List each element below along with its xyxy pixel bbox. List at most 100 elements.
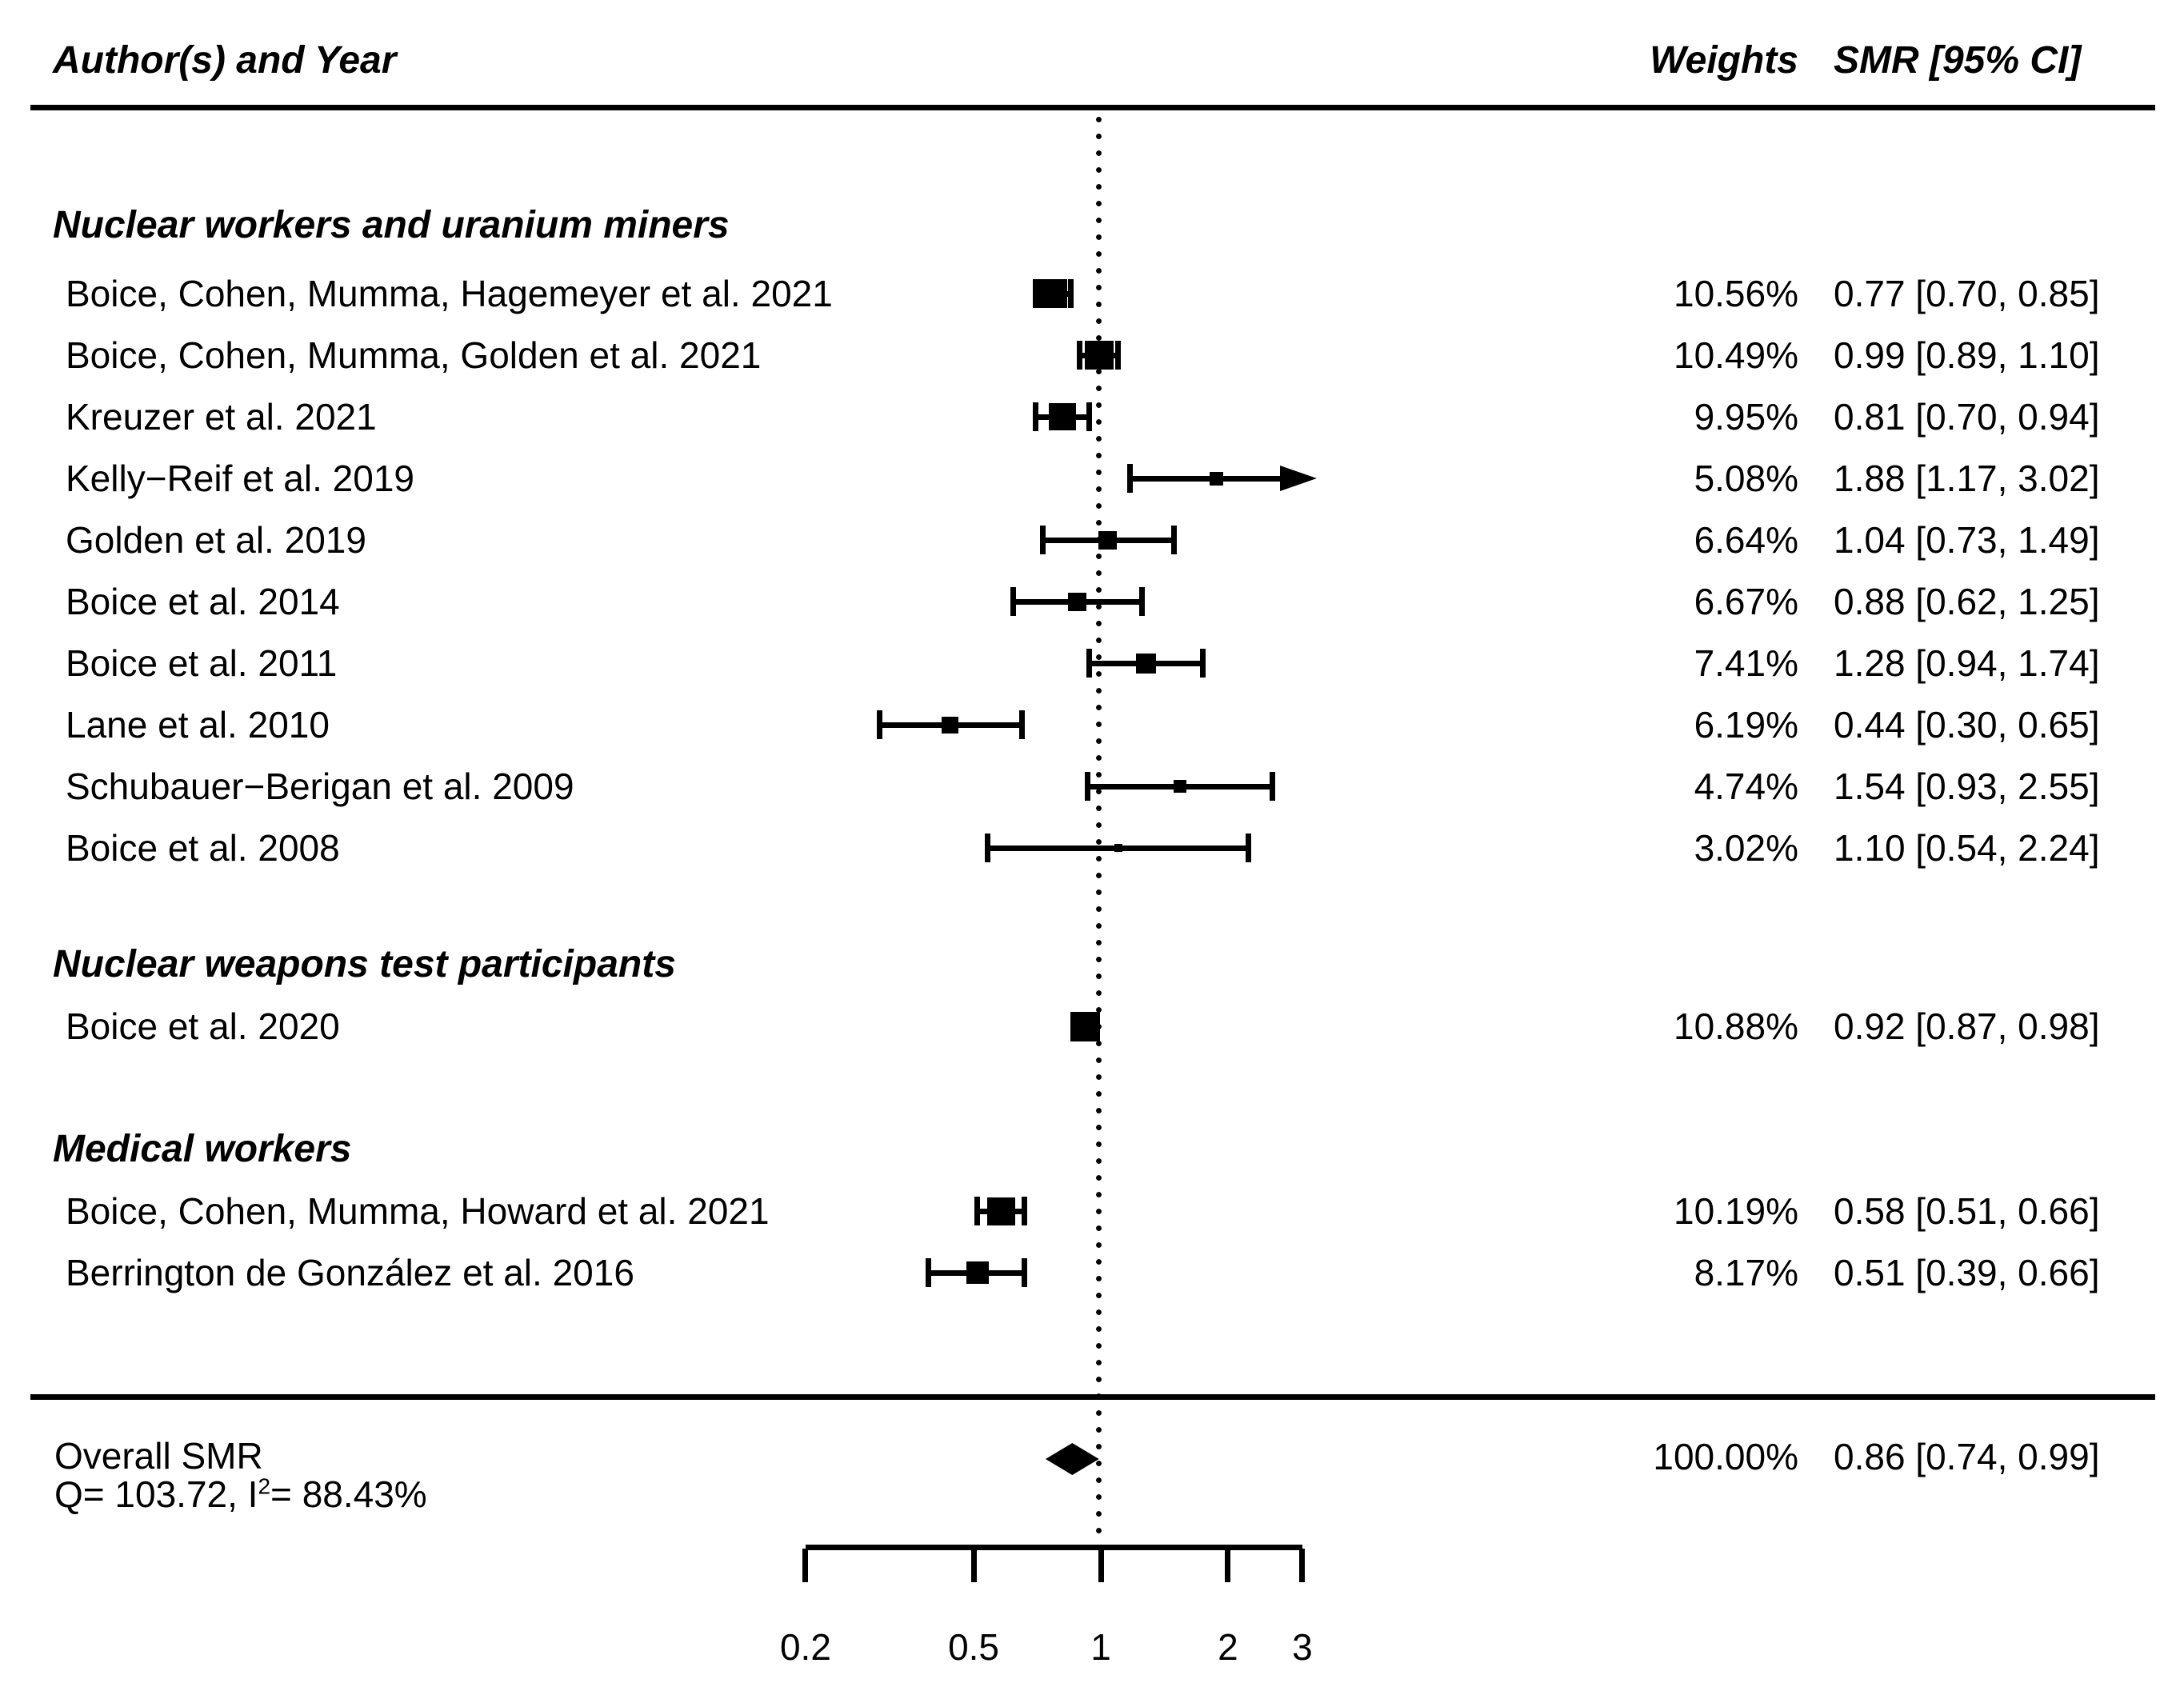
study-label: Boice, Cohen, Mumma, Hagemeyer et al. 20… — [66, 273, 833, 314]
point-estimate-square — [1114, 844, 1122, 852]
ci-cap-left — [1032, 402, 1038, 431]
x-axis-tick-label: 2 — [1218, 1626, 1238, 1668]
study-weight-value: 10.49% — [1673, 334, 1798, 376]
ci-cap-right — [1086, 402, 1093, 431]
ci-cap-right — [1170, 526, 1177, 554]
study-smr-ci-value: 1.28 [0.94, 1.74] — [1834, 642, 2100, 684]
x-axis-tick — [970, 1549, 977, 1582]
study-label: Kelly−Reif et al. 2019 — [66, 458, 414, 499]
x-axis-tick-label: 0.2 — [779, 1626, 831, 1668]
group-heading: Nuclear workers and uranium miners — [53, 204, 730, 246]
author-year-column-header: Author(s) and Year — [53, 39, 397, 82]
i-squared-superscript: 2 — [258, 1473, 271, 1499]
point-estimate-square — [1070, 1011, 1101, 1041]
group-heading: Medical workers — [53, 1128, 352, 1170]
study-label: Boice et al. 2011 — [66, 642, 338, 684]
x-axis-line — [805, 1545, 1302, 1550]
ci-cap-right — [1246, 834, 1252, 862]
weights-column-header: Weights — [1650, 39, 1798, 82]
ci-cap-right — [1022, 1197, 1028, 1225]
point-estimate-square — [1174, 780, 1186, 793]
study-label: Boice, Cohen, Mumma, Howard et al. 2021 — [66, 1190, 770, 1232]
study-weight-value: 8.17% — [1694, 1252, 1798, 1293]
study-label: Golden et al. 2019 — [66, 519, 366, 561]
study-smr-ci-value: 0.77 [0.70, 0.85] — [1834, 273, 2100, 314]
x-axis-tick — [1098, 1549, 1104, 1582]
study-label: Boice et al. 2020 — [66, 1005, 340, 1047]
ci-cap-right — [1138, 587, 1145, 616]
x-axis-tick — [1299, 1549, 1306, 1582]
point-estimate-square — [1210, 471, 1224, 486]
study-smr-ci-value: 0.92 [0.87, 0.98] — [1834, 1005, 2100, 1047]
ci-cap-right — [1115, 341, 1122, 370]
study-smr-ci-value: 0.44 [0.30, 0.65] — [1834, 704, 2100, 746]
study-label: Boice et al. 2008 — [66, 827, 340, 869]
reference-line-smr-1 — [1096, 117, 1102, 1545]
study-smr-ci-value: 0.58 [0.51, 0.66] — [1834, 1190, 2100, 1232]
study-smr-ci-value: 0.81 [0.70, 0.94] — [1834, 396, 2100, 438]
point-estimate-square — [942, 716, 959, 734]
q-statistic-suffix: = 88.43% — [270, 1473, 427, 1515]
overall-diamond-marker — [1045, 1443, 1099, 1475]
ci-cap-left — [925, 1258, 931, 1287]
ci-cap-left — [1010, 587, 1016, 616]
header-rule — [30, 105, 2155, 110]
ci-cap-left — [877, 710, 883, 739]
x-axis-tick — [1225, 1549, 1231, 1582]
ci-cap-right — [1018, 710, 1025, 739]
x-axis-tick-label: 0.5 — [948, 1626, 1000, 1668]
ci-cap-left — [1032, 279, 1038, 308]
study-smr-ci-value: 1.54 [0.93, 2.55] — [1834, 766, 2100, 807]
ci-arrowhead-right — [1279, 466, 1317, 491]
overall-weight-value: 100.00% — [1653, 1436, 1798, 1477]
study-weight-value: 10.19% — [1673, 1190, 1798, 1232]
summary-rule — [30, 1394, 2155, 1400]
study-smr-ci-value: 0.51 [0.39, 0.66] — [1834, 1252, 2100, 1293]
study-label: Schubauer−Berigan et al. 2009 — [66, 766, 574, 807]
study-weight-value: 5.08% — [1694, 458, 1798, 499]
study-weight-value: 10.88% — [1673, 1005, 1798, 1047]
study-smr-ci-value: 1.88 [1.17, 3.02] — [1834, 458, 2100, 499]
ci-cap-left — [1086, 649, 1093, 678]
study-label: Boice, Cohen, Mumma, Golden et al. 2021 — [66, 334, 762, 376]
ci-cap-right — [1022, 1258, 1028, 1287]
study-weight-value: 6.64% — [1694, 519, 1798, 561]
study-label: Boice et al. 2014 — [66, 581, 340, 622]
point-estimate-square — [966, 1261, 989, 1284]
overall-smr-ci-value: 0.86 [0.74, 0.99] — [1834, 1436, 2100, 1477]
study-label: Berrington de González et al. 2016 — [66, 1252, 634, 1293]
study-weight-value: 10.56% — [1673, 273, 1798, 314]
ci-cap-right — [1270, 772, 1276, 801]
x-axis-tick-label: 1 — [1090, 1626, 1111, 1668]
point-estimate-square — [1098, 530, 1118, 550]
point-estimate-square — [986, 1197, 1015, 1225]
study-weight-value: 9.95% — [1694, 396, 1798, 438]
smr-ci-column-header: SMR [95% CI] — [1834, 39, 2082, 82]
study-weight-value: 7.41% — [1694, 642, 1798, 684]
study-smr-ci-value: 1.04 [0.73, 1.49] — [1834, 519, 2100, 561]
ci-cap-left — [1040, 526, 1046, 554]
ci-cap-left — [1076, 341, 1082, 370]
point-estimate-square — [1068, 592, 1087, 611]
study-smr-ci-value: 0.99 [0.89, 1.10] — [1834, 334, 2100, 376]
x-axis-tick — [802, 1549, 809, 1582]
study-weight-value: 3.02% — [1694, 827, 1798, 869]
heterogeneity-stats: Q= 103.72, I2= 88.43% — [54, 1473, 427, 1516]
study-smr-ci-value: 1.10 [0.54, 2.24] — [1834, 827, 2100, 869]
q-statistic-prefix: Q= 103.72, I — [54, 1473, 258, 1515]
study-weight-value: 6.67% — [1694, 581, 1798, 622]
point-estimate-square — [1084, 341, 1114, 370]
group-heading: Nuclear weapons test participants — [53, 943, 676, 985]
study-label: Lane et al. 2010 — [66, 704, 330, 746]
point-estimate-square — [1136, 653, 1157, 674]
ci-cap-left — [974, 1197, 981, 1225]
ci-cap-left — [985, 834, 991, 862]
ci-cap-right — [1068, 279, 1074, 308]
study-weight-value: 6.19% — [1694, 704, 1798, 746]
ci-line — [1130, 475, 1280, 482]
x-axis-tick-label: 3 — [1292, 1626, 1313, 1668]
point-estimate-square — [1038, 279, 1068, 308]
ci-cap-left — [1084, 772, 1090, 801]
overall-smr-label: Overall SMR — [54, 1435, 263, 1477]
